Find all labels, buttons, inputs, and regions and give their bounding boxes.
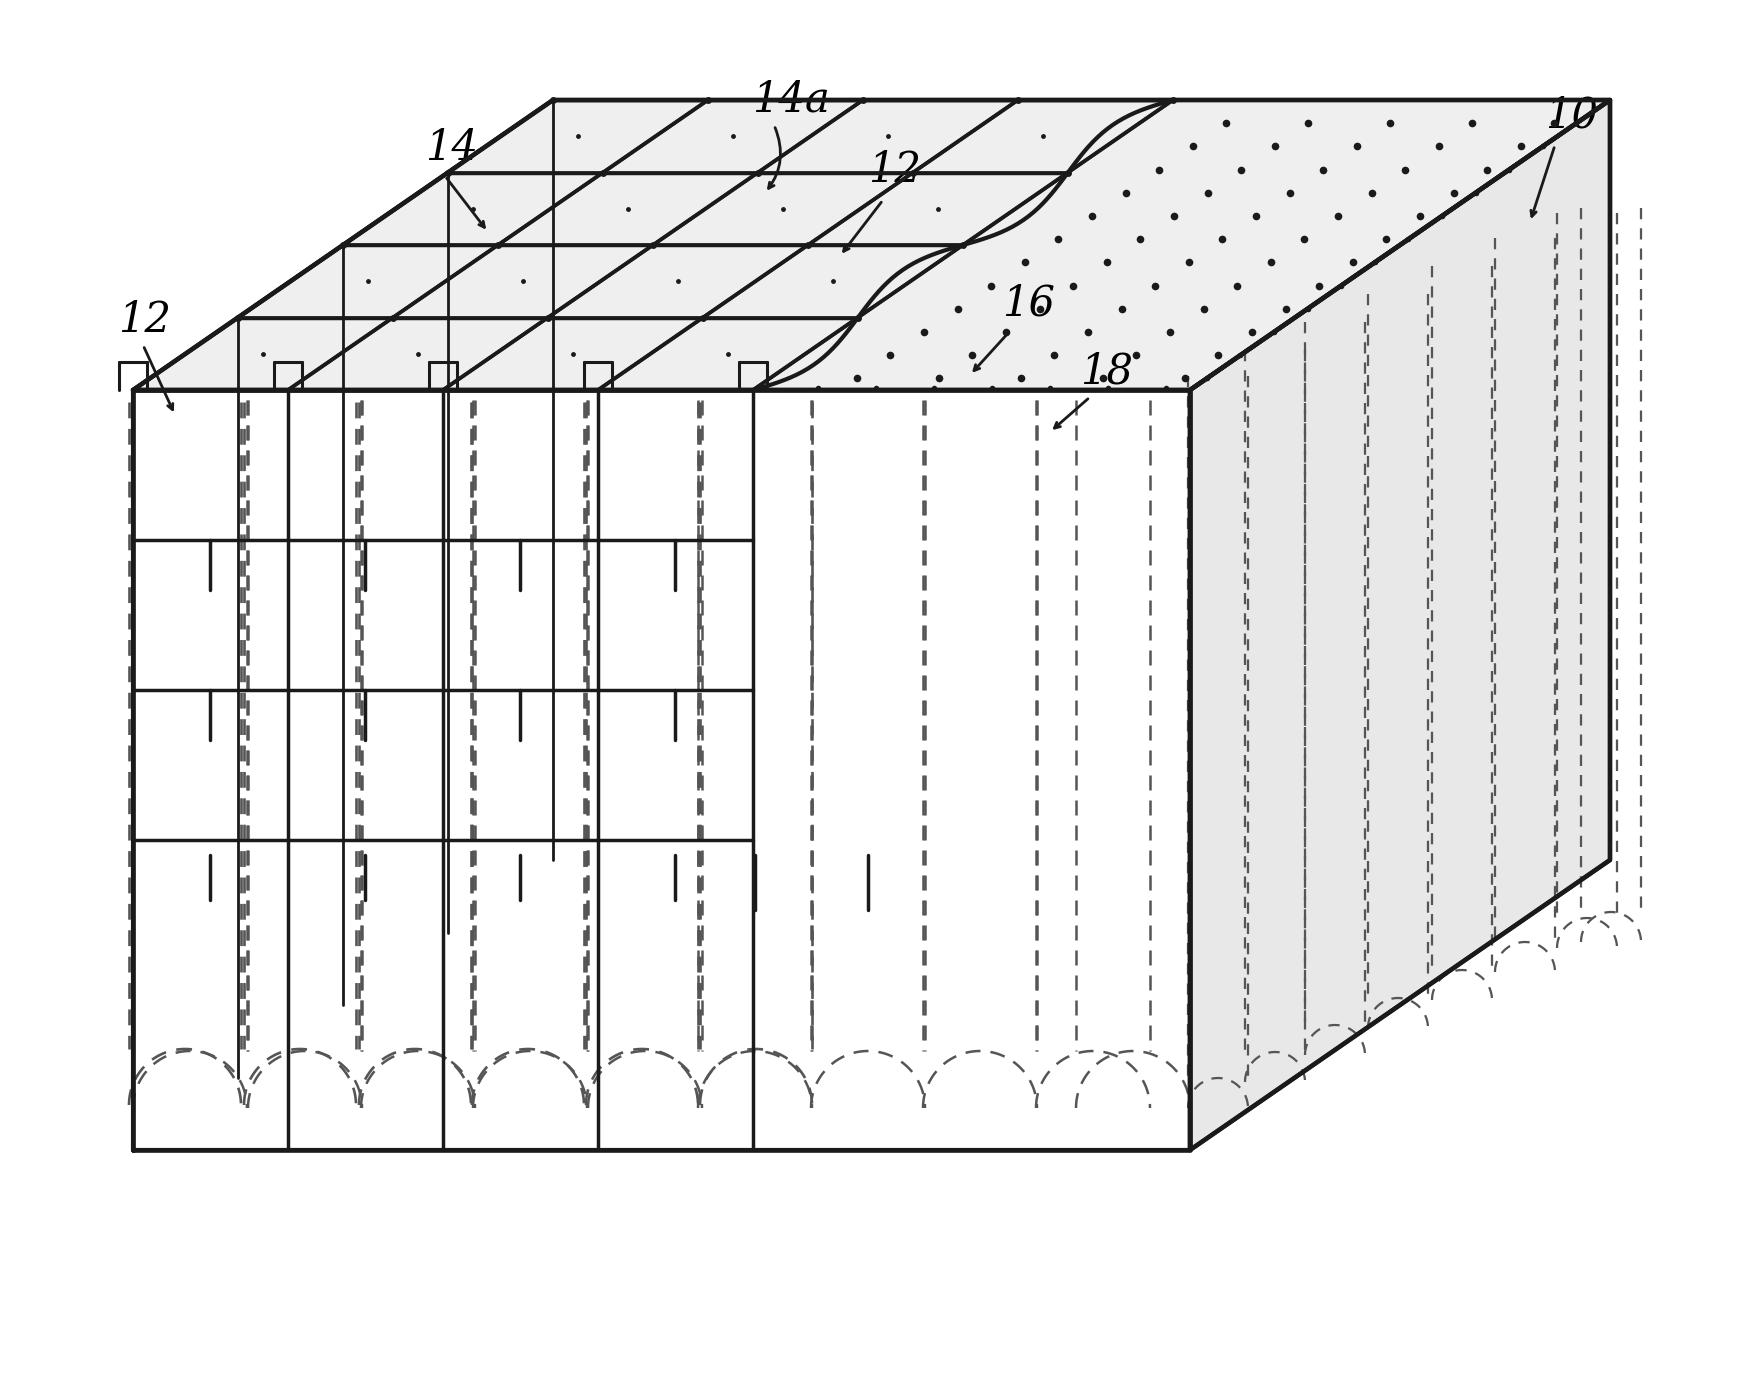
Text: 12: 12 [118, 299, 171, 341]
Polygon shape [132, 100, 1611, 390]
Polygon shape [132, 390, 1191, 1151]
Text: 10: 10 [1545, 93, 1598, 137]
Text: 14a: 14a [751, 79, 829, 121]
Text: 14: 14 [425, 127, 478, 169]
Text: 18: 18 [1080, 351, 1132, 393]
Text: 16: 16 [1002, 281, 1055, 325]
Text: 12: 12 [868, 149, 921, 191]
Polygon shape [1191, 100, 1611, 1151]
